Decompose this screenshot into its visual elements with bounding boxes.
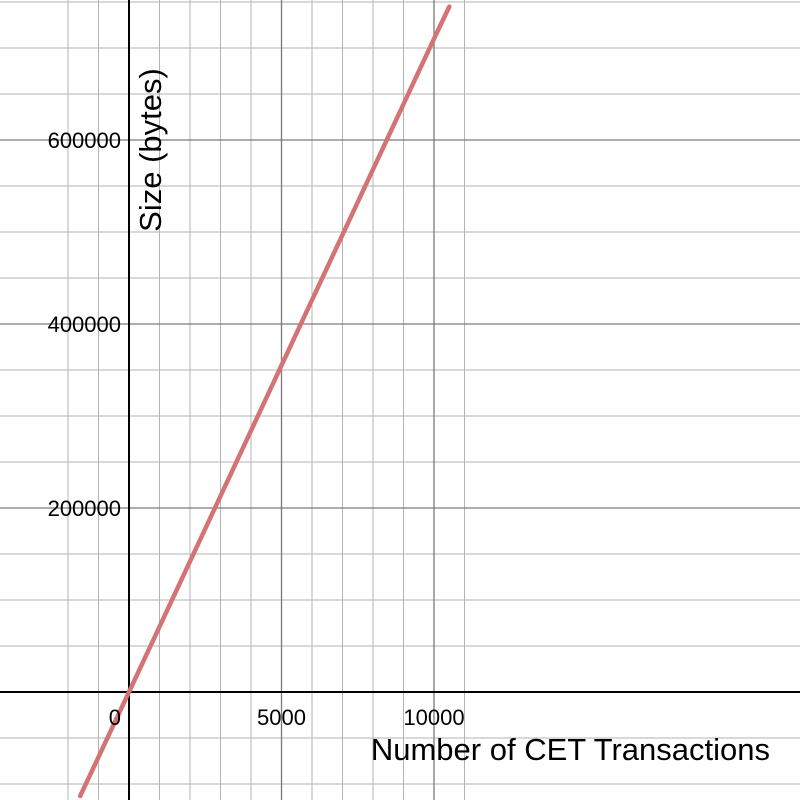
- x-tick-label: 0: [109, 705, 121, 730]
- y-tick-label: 400000: [48, 312, 121, 337]
- series-layer: [77, 4, 452, 799]
- tick-labels: 0 5000 10000 200000 400000 600000: [48, 128, 465, 730]
- x-tick-label: 10000: [403, 705, 464, 730]
- x-tick-label: 5000: [257, 705, 306, 730]
- y-tick-label: 200000: [48, 496, 121, 521]
- y-tick-label: 600000: [48, 128, 121, 153]
- y-axis-title: Size (bytes): [133, 68, 168, 232]
- series-line: [77, 4, 452, 799]
- x-axis-title: Number of CET Transactions: [371, 732, 770, 767]
